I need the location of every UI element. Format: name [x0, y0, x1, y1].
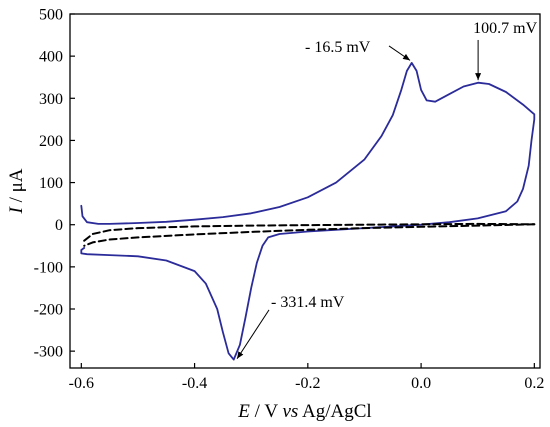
- annotation-arrow: [388, 45, 411, 61]
- y-tick-label: 100: [39, 175, 63, 192]
- peak-annotation-label: - 331.4 mV: [271, 294, 345, 311]
- series-layer: [80, 62, 536, 361]
- x-tick-label: -0.6: [69, 375, 94, 392]
- x-axis-vs: vs: [282, 401, 298, 422]
- tick-layer: -0.6 -0.4 -0.2 0.0 0.2 -300 -200 -100 0 100 200 300…: [34, 7, 545, 393]
- x-tick-label: -0.4: [182, 375, 207, 392]
- peak-annotation-label: - 16.5 mV: [305, 39, 371, 56]
- y-tick-label: -300: [34, 344, 63, 361]
- x-tick-label: -0.2: [295, 375, 320, 392]
- series-line-3: [83, 223, 536, 247]
- y-tick-label: 0: [55, 217, 63, 234]
- y-axis-unit: / μA: [6, 168, 27, 207]
- plot-frame: [69, 13, 541, 369]
- x-axis-reference: Ag/AgCl: [298, 401, 371, 422]
- series-line-2: [83, 222, 536, 242]
- y-tick-label: 300: [39, 91, 63, 108]
- x-tick-label: 0.0: [411, 375, 431, 392]
- y-axis-symbol: I: [6, 206, 27, 215]
- y-tick-label: -100: [34, 259, 63, 276]
- y-tick-label: 400: [39, 49, 63, 66]
- annotation-arrow: [236, 309, 270, 360]
- y-tick-label: 200: [39, 133, 63, 150]
- y-tick-label: 500: [39, 7, 63, 24]
- series-line-1: [80, 62, 536, 361]
- y-axis-label: I / μA: [6, 168, 27, 214]
- x-tick-label: 0.2: [524, 375, 544, 392]
- y-tick-label: -200: [34, 302, 63, 319]
- peak-annotation-label: 100.7 mV: [473, 20, 537, 37]
- x-axis-unit: / V: [250, 401, 283, 422]
- x-axis-label: E / V vs Ag/AgCl: [237, 401, 371, 422]
- annotation-layer: - 16.5 mV 100.7 mV - 331.4 mV: [236, 20, 538, 360]
- x-axis-symbol: E: [237, 401, 250, 422]
